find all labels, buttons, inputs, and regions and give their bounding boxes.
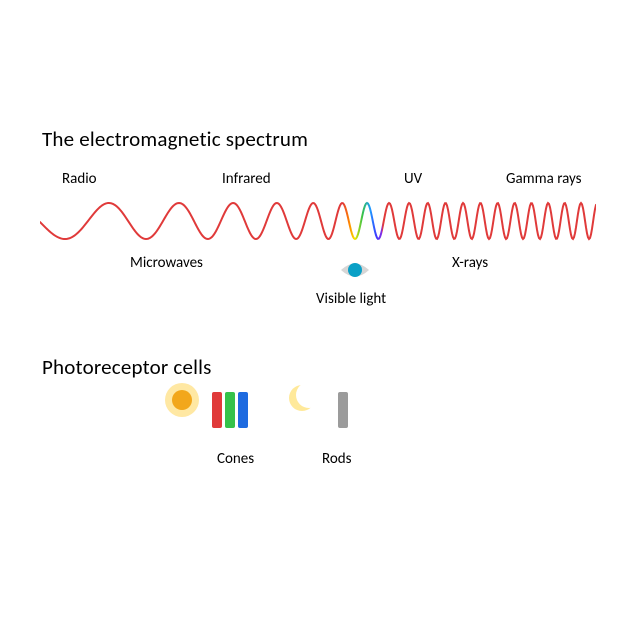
eye-icon bbox=[340, 260, 370, 280]
label-infrared: Infrared bbox=[222, 170, 271, 188]
label-radio: Radio bbox=[62, 170, 97, 188]
cone-bars-icon bbox=[212, 392, 251, 428]
label-xrays: X-rays bbox=[452, 254, 488, 272]
label-visible-light: Visible light bbox=[316, 290, 386, 308]
diagram-canvas: The electromagnetic spectrum Radio Infra… bbox=[0, 0, 626, 626]
label-uv: UV bbox=[404, 170, 422, 188]
spectrum-title: The electromagnetic spectrum bbox=[42, 126, 308, 152]
sun-icon bbox=[165, 383, 199, 417]
moon-icon bbox=[289, 385, 315, 411]
label-gamma: Gamma rays bbox=[506, 170, 582, 188]
label-rods: Rods bbox=[322, 450, 352, 468]
em-wave bbox=[40, 196, 596, 246]
label-microwaves: Microwaves bbox=[130, 254, 203, 272]
photoreceptor-title: Photoreceptor cells bbox=[42, 354, 212, 380]
rod-bar-icon bbox=[338, 392, 348, 428]
label-cones: Cones bbox=[217, 450, 254, 468]
